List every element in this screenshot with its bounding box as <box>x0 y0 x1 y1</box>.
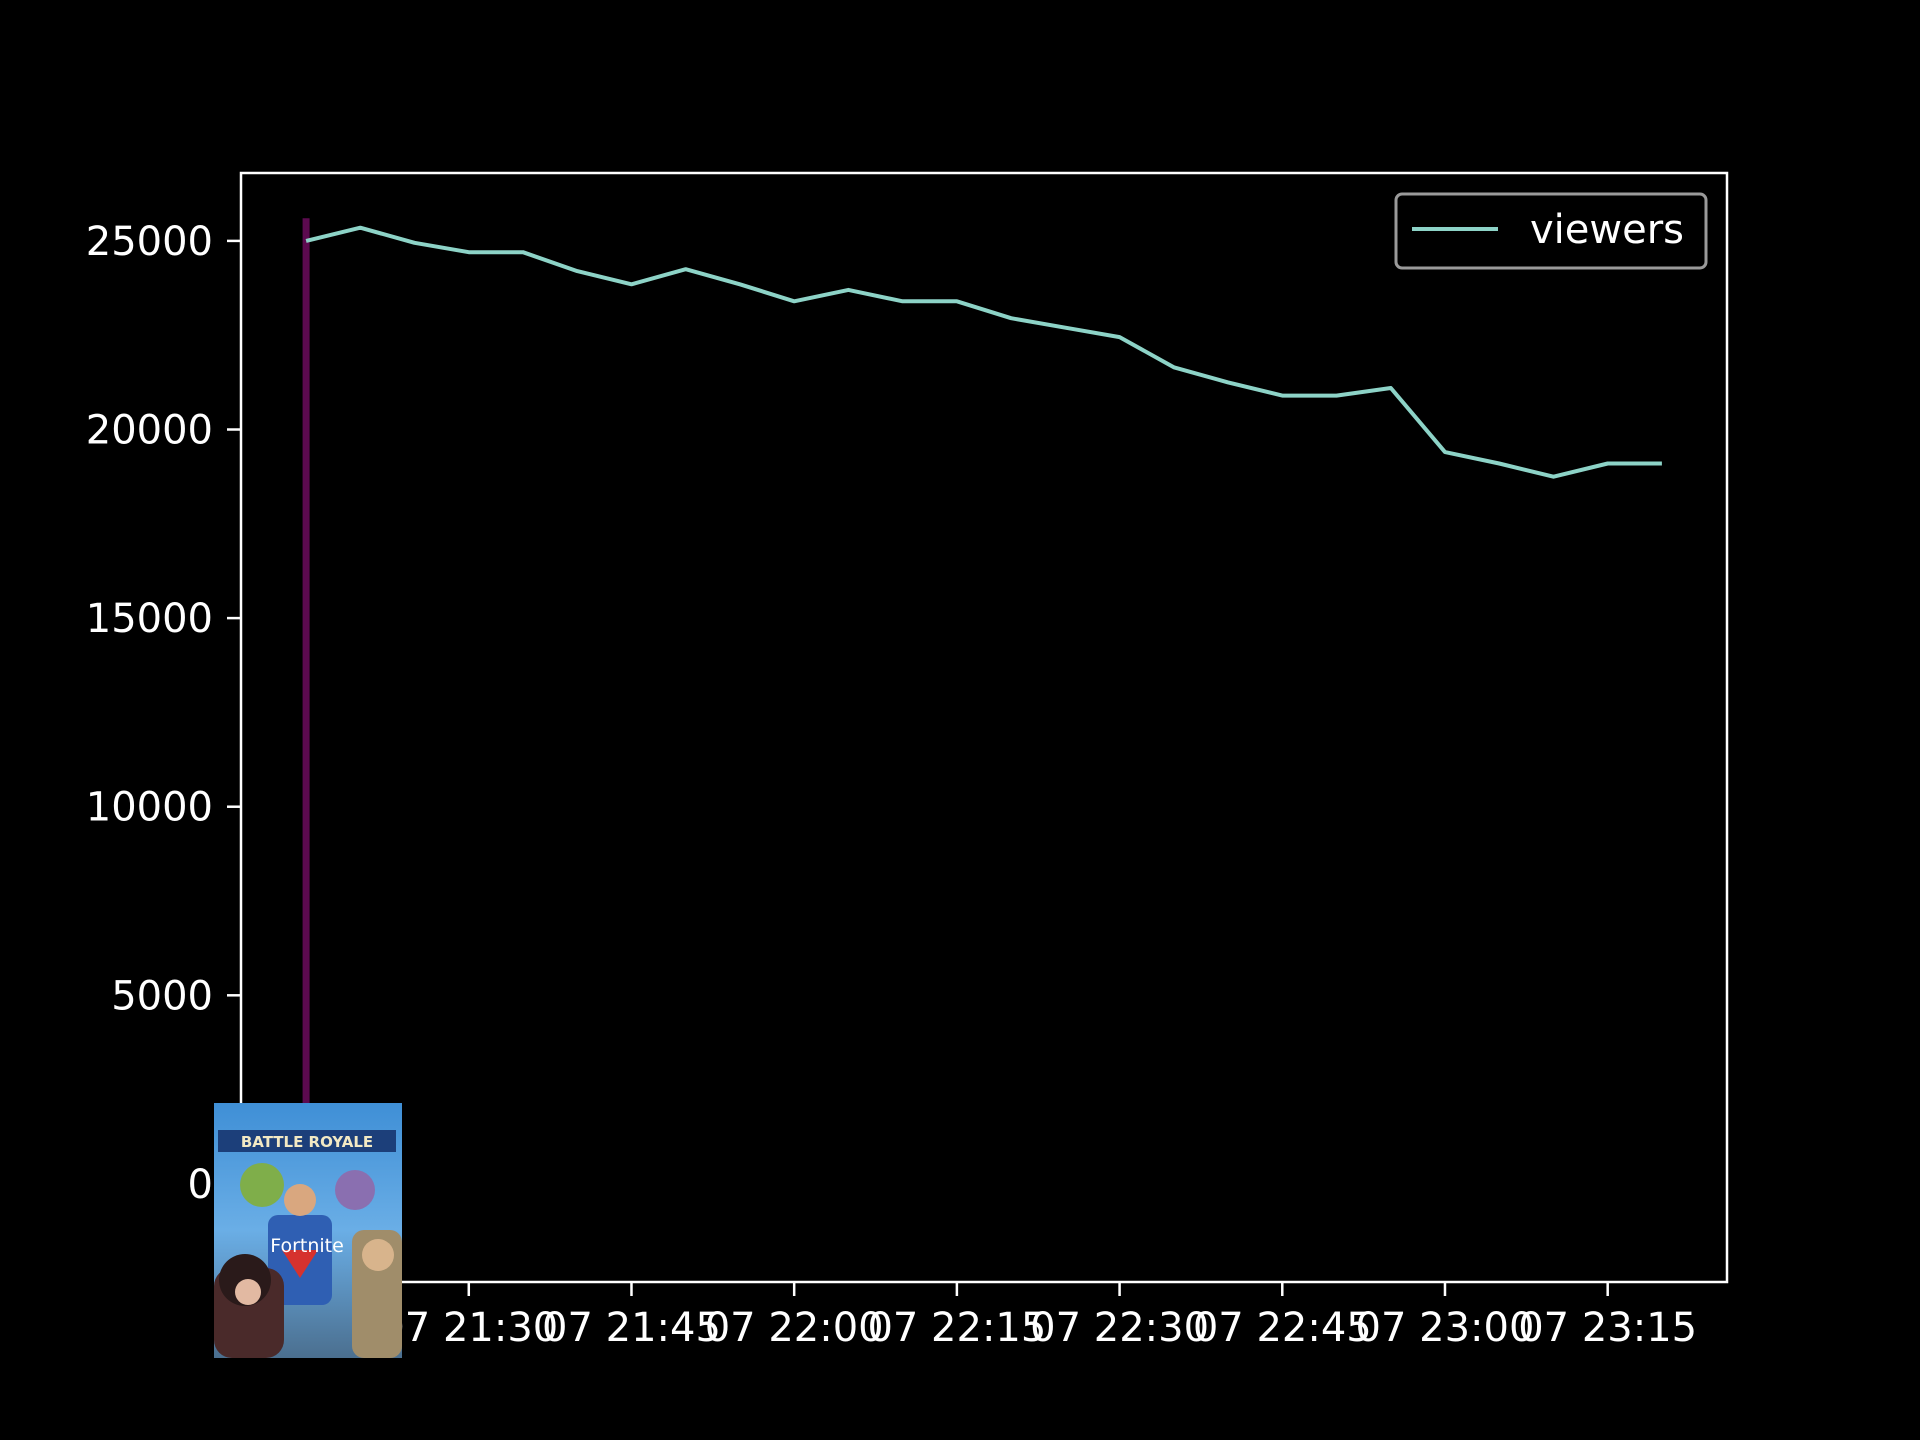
game-thumbnail: BATTLE ROYALE Fortnite <box>214 1103 402 1358</box>
y-tick-label: 5000 <box>111 973 213 1019</box>
y-tick-label: 0 <box>188 1162 213 1208</box>
x-tick-label: 07 21:45 <box>542 1305 721 1351</box>
y-axis-ticks: 0 5000 10000 15000 20000 25000 <box>86 219 241 1208</box>
thumbnail-character <box>362 1239 394 1271</box>
thumbnail-character <box>284 1184 316 1216</box>
x-tick-label: 07 23:00 <box>1356 1305 1535 1351</box>
thumbnail-character <box>240 1163 284 1207</box>
x-tick-label: 07 23:15 <box>1518 1305 1697 1351</box>
legend-label-viewers: viewers <box>1530 207 1684 253</box>
y-tick-label: 15000 <box>86 596 213 642</box>
series-line-viewers <box>305 225 1662 479</box>
thumbnail-title-banner <box>218 1130 396 1152</box>
legend-box <box>1394 192 1708 270</box>
legend: viewers <box>1394 192 1708 270</box>
thumbnail-character <box>335 1170 375 1210</box>
x-tick-label: 07 22:30 <box>1030 1305 1209 1351</box>
thumbnail-character <box>235 1279 261 1305</box>
x-tick-label: 07 22:00 <box>705 1305 884 1351</box>
y-tick-label: 20000 <box>86 408 213 454</box>
plot-frame <box>239 171 1729 1284</box>
thumbnail-label: Fortnite <box>270 1235 344 1257</box>
y-tick-label: 25000 <box>86 219 213 265</box>
x-tick-label: 07 22:45 <box>1193 1305 1372 1351</box>
y-tick-label: 10000 <box>86 785 213 831</box>
thumbnail-emblem <box>282 1250 318 1278</box>
x-tick-label: 07 22:15 <box>867 1305 1046 1351</box>
thumbnail-title-text: BATTLE ROYALE <box>241 1133 373 1151</box>
x-tick-label: 07 21:30 <box>379 1305 558 1351</box>
